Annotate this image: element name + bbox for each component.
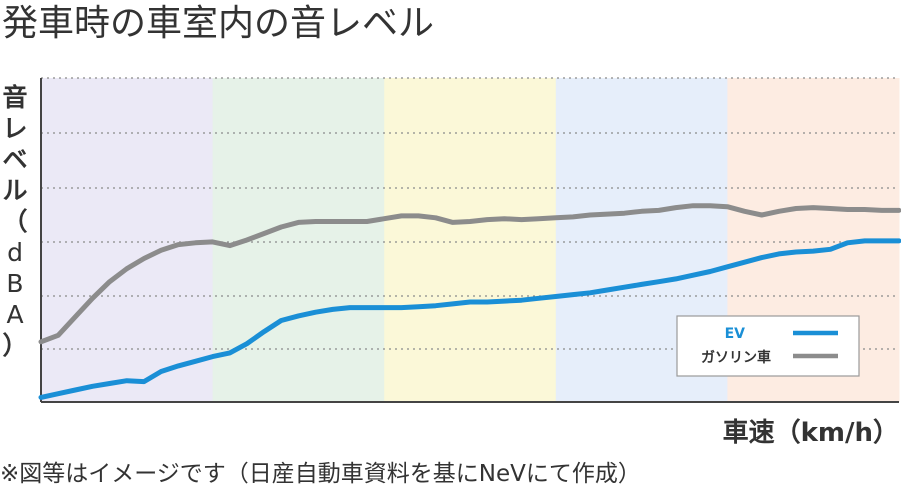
y-label-char: ） bbox=[2, 331, 28, 360]
y-axis-label: 音 レ ベ ル （ d B A ） bbox=[0, 82, 30, 361]
legend-label-ev: EV bbox=[725, 326, 746, 342]
y-label-char: ル bbox=[2, 176, 28, 205]
y-label-char: レ bbox=[2, 114, 28, 143]
background-band bbox=[212, 78, 385, 402]
background-band bbox=[384, 78, 557, 402]
y-label-char: d bbox=[7, 238, 23, 267]
y-label-char: A bbox=[6, 300, 24, 329]
background-band bbox=[41, 78, 214, 402]
source-note: ※図等はイメージです（日産自動車資料を基にNeVにて作成） bbox=[0, 461, 641, 487]
legend-box bbox=[676, 315, 860, 377]
series-line-ev bbox=[38, 238, 901, 400]
y-label-char: B bbox=[6, 269, 24, 298]
y-label-char: （ bbox=[2, 207, 28, 236]
y-label-char: ベ bbox=[2, 145, 28, 174]
y-label-char: 音 bbox=[2, 83, 28, 112]
legend-label-gasoline: ガソリン車 bbox=[701, 349, 771, 366]
chart-title: 発車時の車室内の音レベル bbox=[2, 3, 435, 44]
x-axis-label: 車速（km/h） bbox=[722, 418, 899, 448]
series-line-gasoline bbox=[38, 203, 901, 345]
